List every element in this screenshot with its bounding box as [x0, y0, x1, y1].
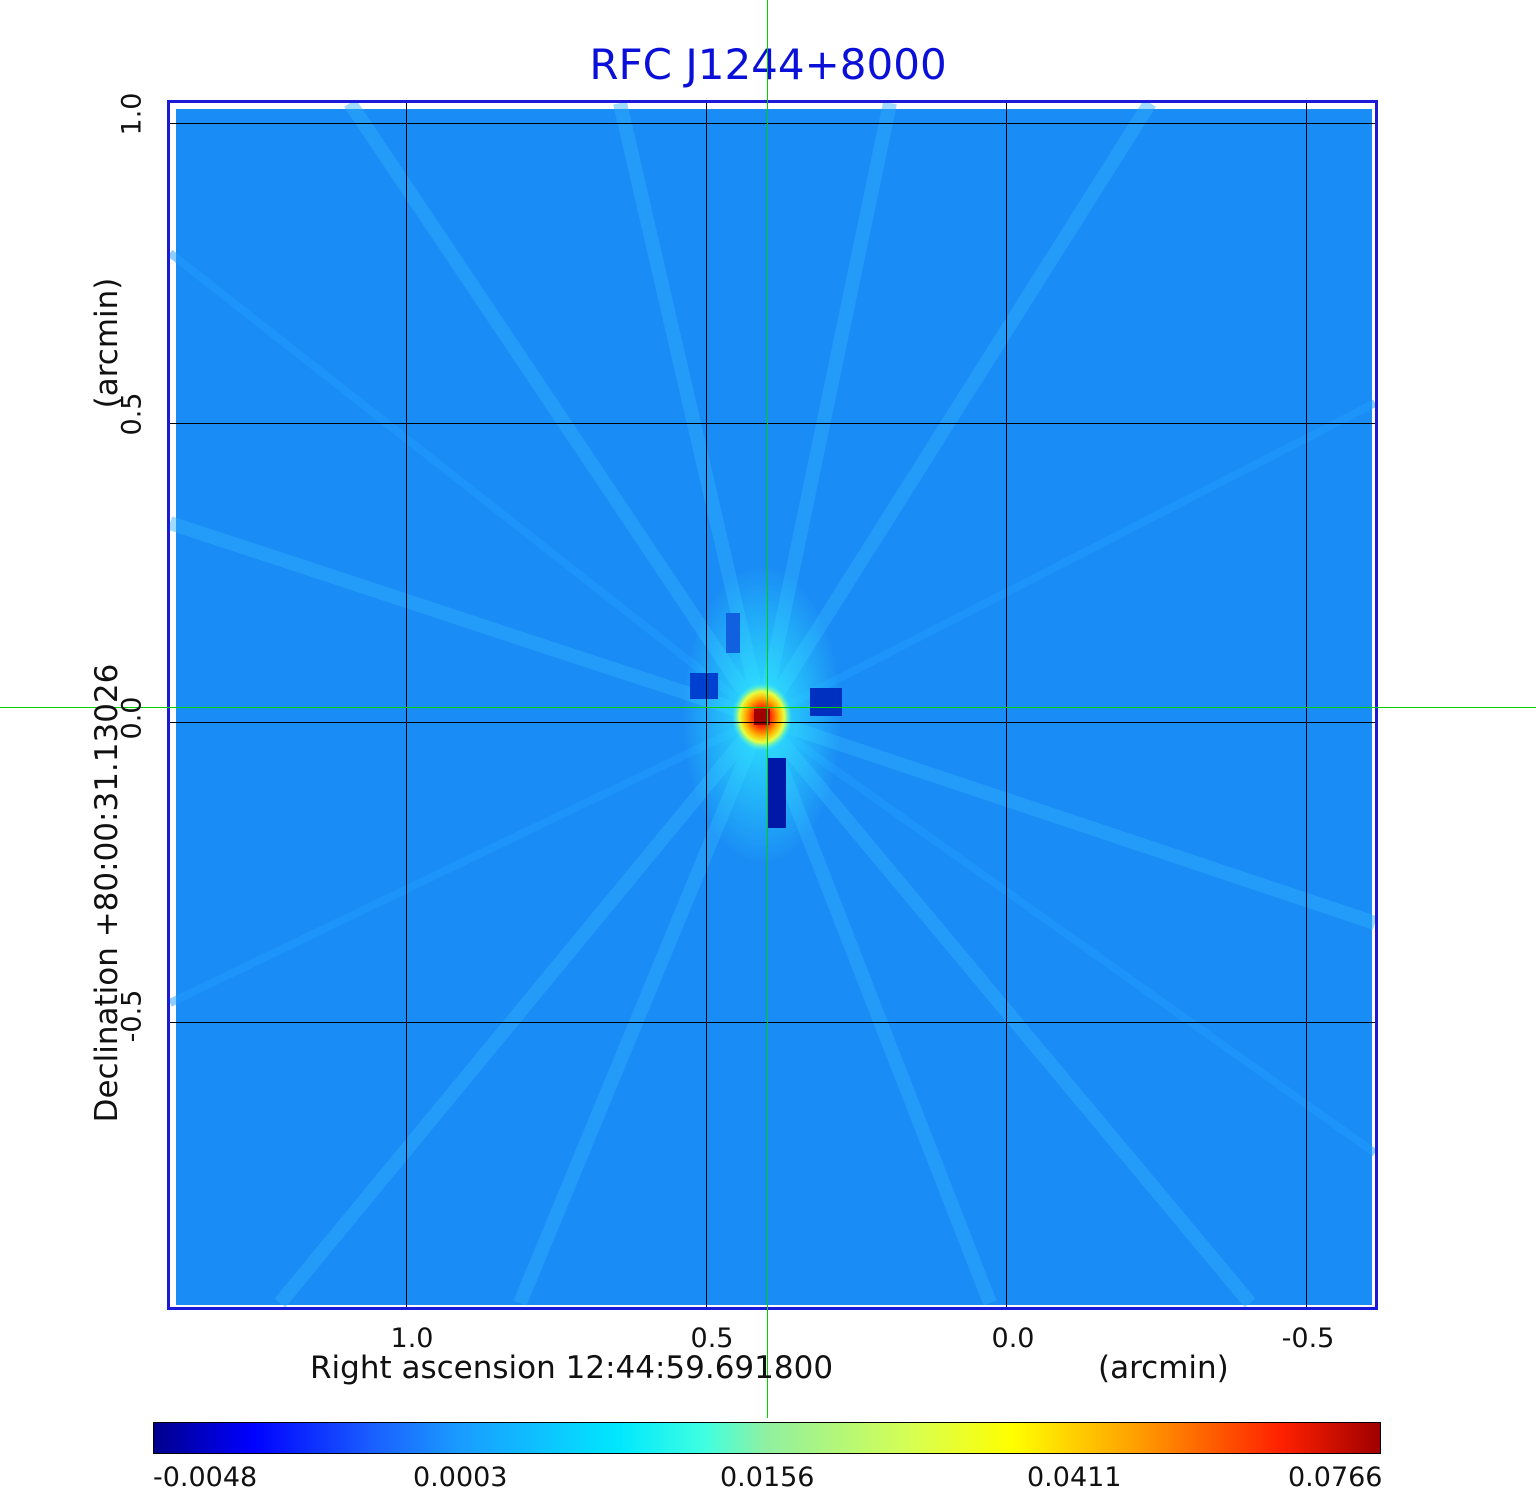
dec-grid-line	[170, 722, 1375, 723]
x-tick-label: 0.0	[991, 1323, 1035, 1354]
colorbar-tick-label: 0.0156	[720, 1462, 815, 1493]
negative-lobe	[810, 688, 842, 716]
crosshair-horizontal	[0, 707, 1536, 708]
x-tick-label: 1.0	[390, 1323, 434, 1354]
source-peak	[754, 709, 770, 725]
y-axis-unit: (arcmin)	[89, 277, 125, 409]
dec-grid-line	[170, 1022, 1375, 1023]
y-axis-label: Declination +80:00:31.13026	[89, 663, 125, 1123]
colorbar-tick-label: 0.0003	[413, 1462, 508, 1493]
crosshair-vertical	[767, 0, 768, 1418]
ra-grid-line	[1306, 103, 1307, 1307]
dec-grid-line	[170, 423, 1375, 424]
negative-lobe	[726, 613, 740, 653]
colorbar-tick-label: 0.0766	[1288, 1462, 1383, 1493]
x-tick-label: 0.5	[690, 1323, 734, 1354]
image-title: RFC J1244+8000	[589, 40, 947, 89]
colorbar-tick-label: -0.0048	[153, 1462, 258, 1493]
radio-map-image	[170, 103, 1375, 1307]
x-axis-unit: (arcmin)	[1098, 1350, 1229, 1386]
ra-grid-line	[706, 103, 707, 1307]
dec-grid-line	[170, 123, 1375, 124]
colorbar-tick-label: 0.0411	[1027, 1462, 1122, 1493]
negative-lobe	[690, 673, 718, 699]
sidelobe-streaks-faint	[170, 249, 1375, 1157]
radio-map-frame[interactable]	[167, 100, 1378, 1310]
x-axis-label: Right ascension 12:44:59.691800	[310, 1350, 834, 1386]
colorbar	[153, 1422, 1381, 1454]
ra-grid-line	[1006, 103, 1007, 1307]
negative-lobe	[768, 758, 786, 828]
y-tick-label: 1.0	[116, 92, 148, 136]
x-tick-label: -0.5	[1281, 1323, 1335, 1354]
ra-grid-line	[406, 103, 407, 1307]
